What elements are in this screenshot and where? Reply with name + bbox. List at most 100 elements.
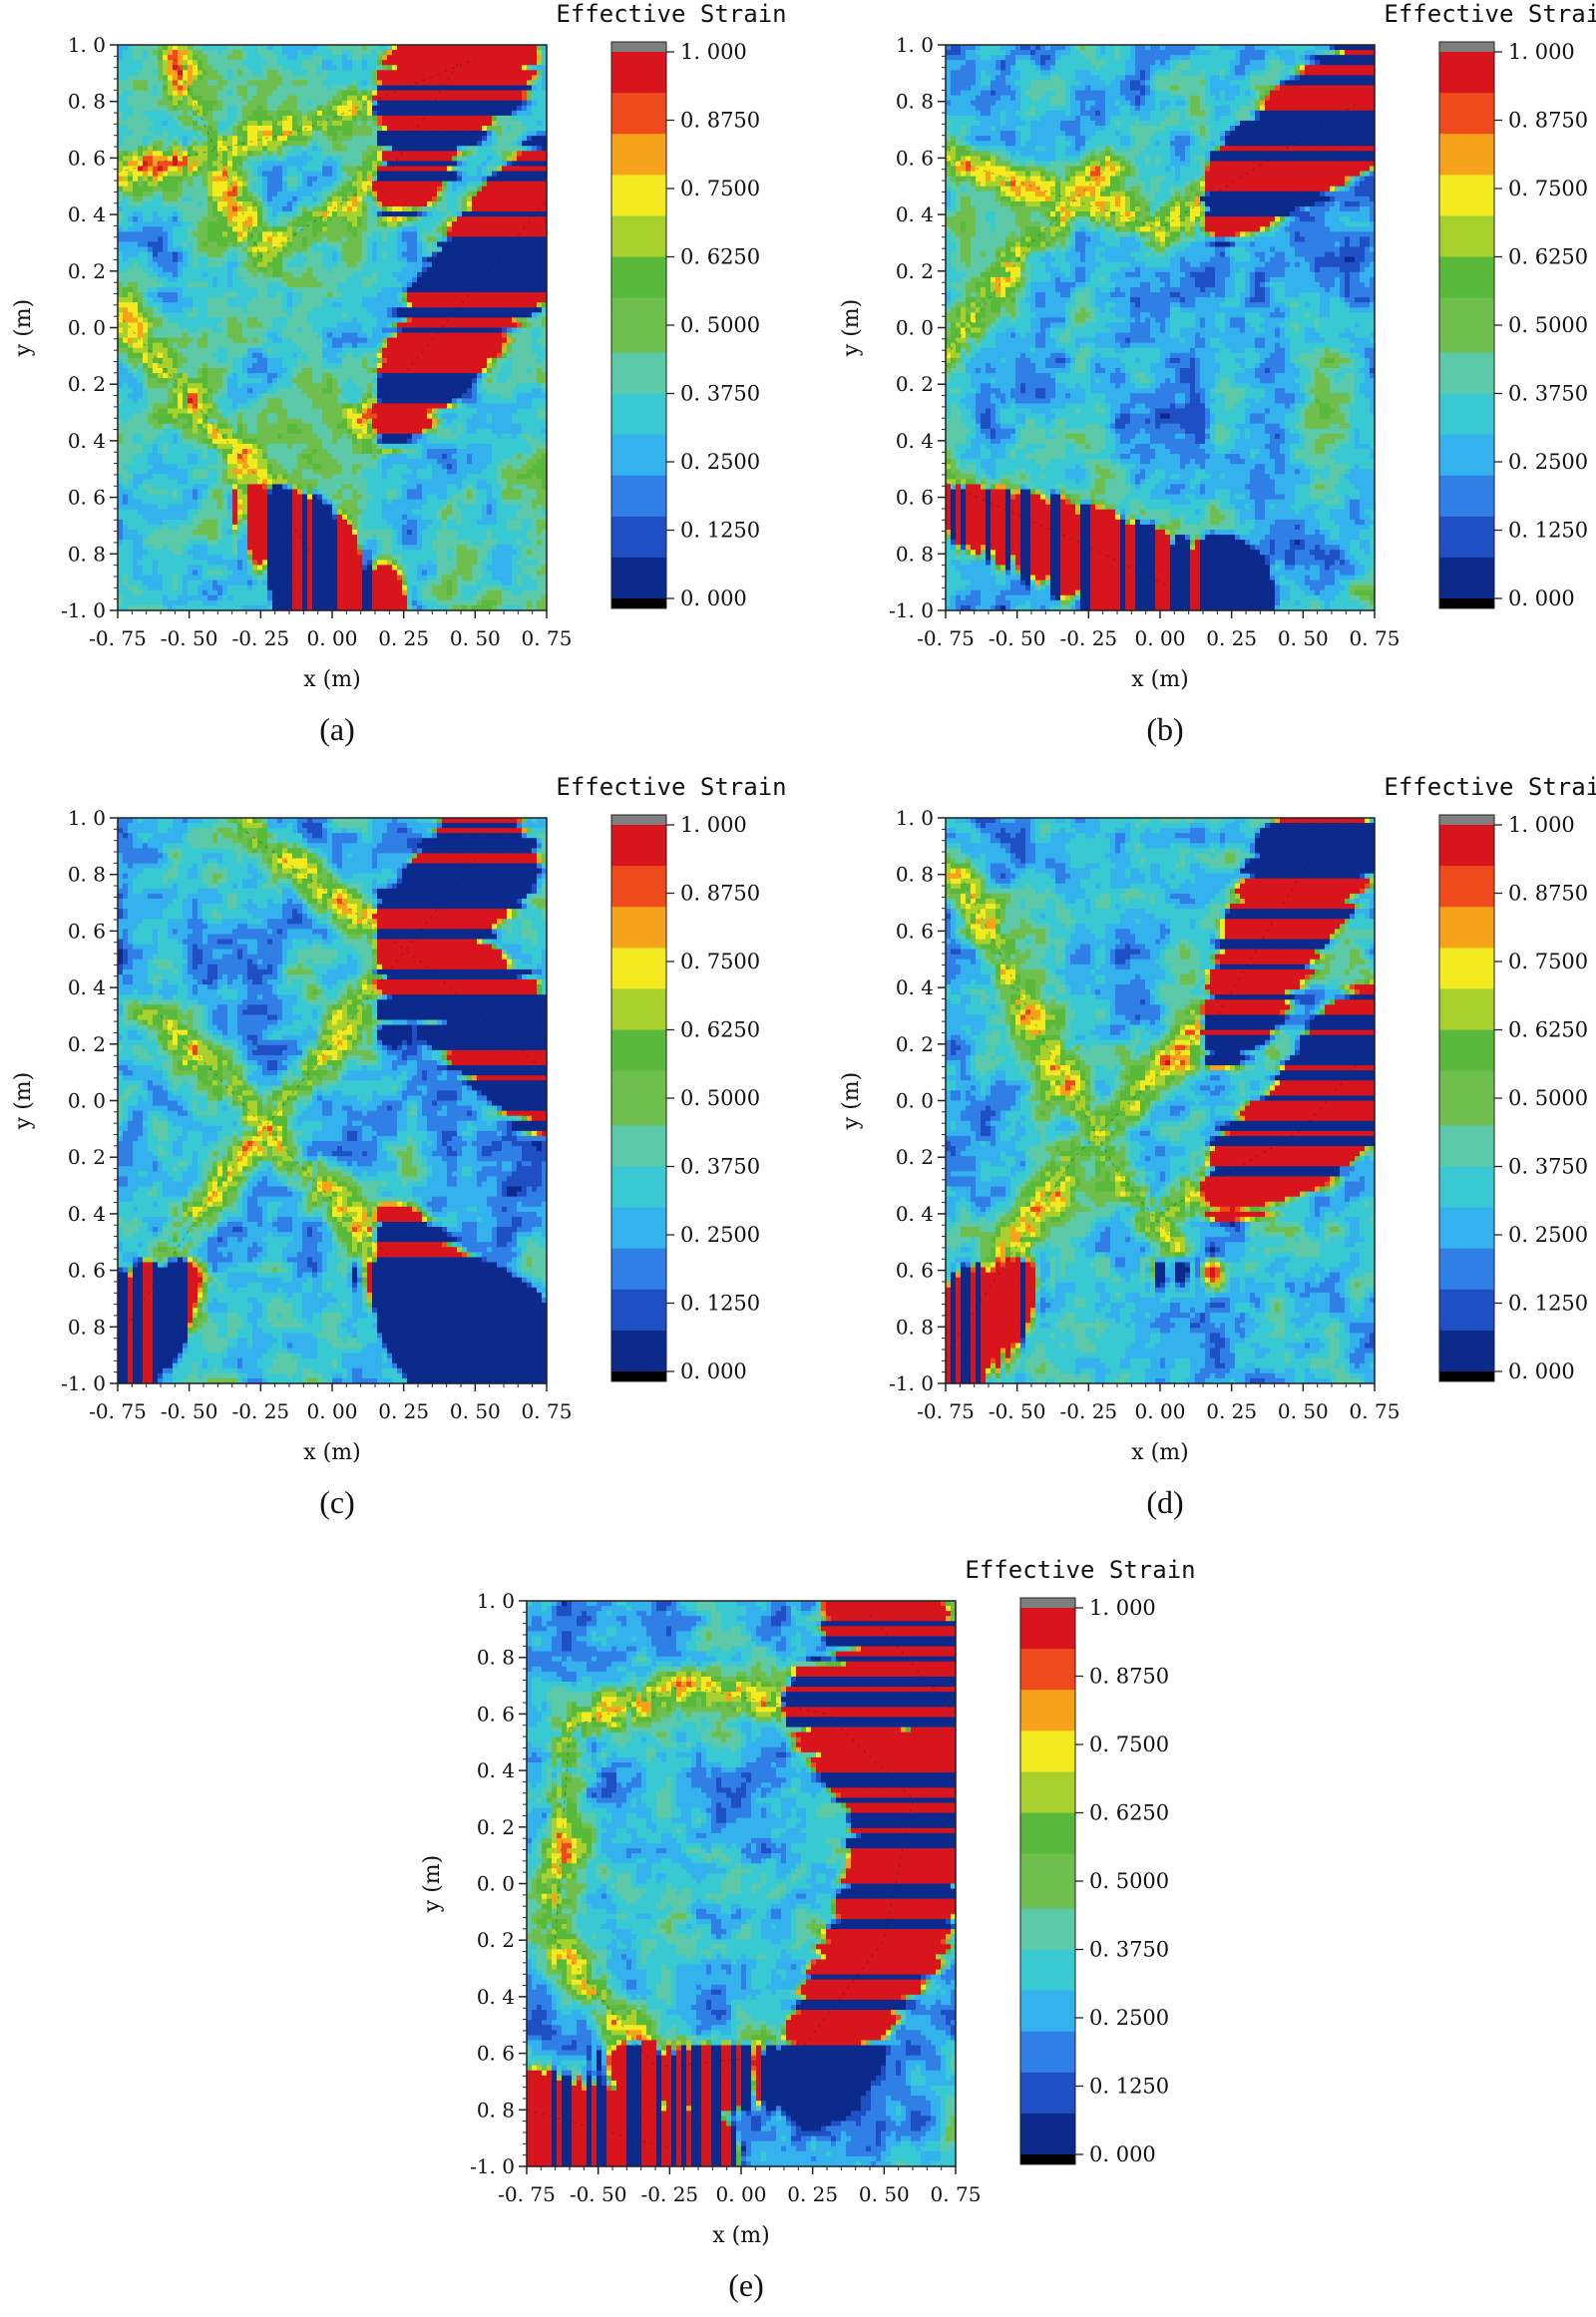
strain-cell bbox=[347, 85, 353, 92]
strain-cell bbox=[183, 221, 189, 227]
strain-cell bbox=[457, 317, 463, 324]
strain-cell bbox=[412, 60, 418, 66]
strain-cell bbox=[207, 146, 213, 152]
strain-cell bbox=[512, 200, 518, 207]
strain-cell bbox=[272, 236, 278, 243]
strain-cell bbox=[402, 70, 408, 76]
strain-cell bbox=[432, 327, 438, 334]
strain-cell bbox=[277, 171, 283, 178]
strain-cell bbox=[222, 236, 228, 243]
strain-cell bbox=[193, 226, 199, 232]
strain-cell bbox=[447, 241, 453, 248]
strain-cell bbox=[128, 115, 134, 122]
strain-cell bbox=[212, 85, 218, 92]
strain-cell bbox=[372, 141, 378, 147]
strain-cell bbox=[472, 195, 478, 202]
strain-cell bbox=[412, 266, 418, 273]
strain-cell bbox=[123, 131, 129, 137]
strain-cell bbox=[267, 161, 273, 168]
strain-cell bbox=[198, 171, 203, 178]
strain-cell bbox=[317, 266, 323, 273]
strain-cell bbox=[227, 292, 233, 298]
strain-cell bbox=[212, 231, 218, 237]
strain-cell bbox=[377, 271, 383, 278]
strain-cell bbox=[472, 226, 478, 232]
strain-cell bbox=[222, 226, 228, 232]
strain-cell bbox=[332, 141, 338, 147]
strain-cell bbox=[153, 181, 159, 188]
strain-cell bbox=[123, 226, 129, 232]
strain-cell bbox=[247, 166, 253, 173]
strain-cell bbox=[482, 206, 488, 212]
strain-cell bbox=[417, 327, 423, 334]
strain-cell bbox=[347, 171, 353, 178]
strain-cell bbox=[507, 246, 513, 253]
strain-cell bbox=[322, 75, 328, 82]
strain-cell bbox=[427, 50, 433, 56]
strain-cell bbox=[168, 136, 174, 142]
strain-cell bbox=[382, 195, 388, 202]
strain-cell bbox=[342, 297, 348, 303]
strain-cell bbox=[377, 297, 383, 303]
strain-cell bbox=[387, 246, 393, 253]
strain-cell bbox=[242, 256, 248, 263]
strain-cell bbox=[532, 266, 538, 273]
strain-cell bbox=[178, 166, 184, 173]
strain-cell bbox=[462, 317, 468, 324]
strain-cell bbox=[222, 271, 228, 278]
strain-cell bbox=[522, 292, 528, 298]
strain-cell bbox=[282, 287, 288, 293]
strain-cell bbox=[327, 200, 333, 207]
strain-cell bbox=[517, 195, 523, 202]
strain-cell bbox=[222, 85, 228, 92]
strain-cell bbox=[222, 195, 228, 202]
strain-cell bbox=[492, 312, 498, 318]
strain-cell bbox=[347, 60, 353, 66]
strain-cell bbox=[472, 85, 478, 92]
strain-cell bbox=[307, 297, 313, 303]
strain-cell bbox=[292, 216, 298, 222]
strain-cell bbox=[282, 120, 288, 127]
strain-cell bbox=[153, 75, 159, 82]
strain-cell bbox=[407, 322, 413, 329]
strain-cell bbox=[377, 195, 383, 202]
strain-cell bbox=[457, 100, 463, 107]
strain-cell bbox=[312, 60, 318, 66]
strain-cell bbox=[332, 297, 338, 303]
strain-cell bbox=[168, 297, 174, 303]
strain-cell bbox=[163, 276, 169, 283]
strain-cell bbox=[257, 281, 263, 288]
strain-cell bbox=[512, 186, 518, 193]
strain-cell bbox=[507, 60, 513, 66]
strain-cell bbox=[467, 166, 473, 173]
strain-cell bbox=[477, 261, 483, 268]
strain-cell bbox=[382, 90, 388, 97]
strain-cell bbox=[407, 297, 413, 303]
strain-cell bbox=[217, 327, 223, 334]
strain-cell bbox=[367, 141, 373, 147]
strain-cell bbox=[118, 231, 124, 237]
strain-cell bbox=[267, 226, 273, 232]
strain-cell bbox=[178, 266, 184, 273]
strain-cell bbox=[128, 131, 134, 137]
strain-cell bbox=[237, 312, 243, 318]
strain-cell bbox=[207, 226, 213, 232]
strain-cell bbox=[237, 206, 243, 212]
strain-cell bbox=[402, 126, 408, 132]
strain-cell bbox=[193, 322, 199, 329]
strain-cell bbox=[207, 50, 213, 56]
strain-cell bbox=[168, 131, 174, 137]
strain-cell bbox=[462, 146, 468, 152]
strain-cell bbox=[437, 136, 443, 142]
strain-cell bbox=[227, 251, 233, 258]
strain-cell bbox=[163, 312, 169, 318]
strain-cell bbox=[148, 302, 154, 308]
strain-cell bbox=[307, 271, 313, 278]
strain-cell bbox=[522, 85, 528, 92]
strain-cell bbox=[422, 281, 428, 288]
strain-cell bbox=[482, 151, 488, 157]
strain-cell bbox=[153, 151, 159, 157]
strain-cell bbox=[512, 216, 518, 222]
strain-cell bbox=[252, 226, 258, 232]
strain-cell bbox=[312, 90, 318, 97]
